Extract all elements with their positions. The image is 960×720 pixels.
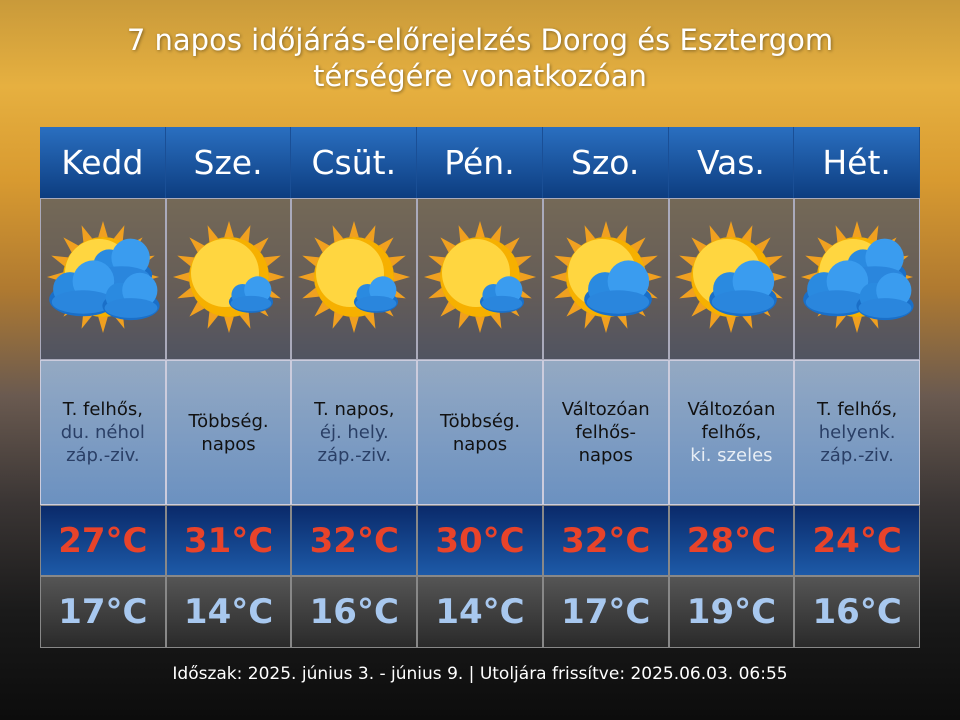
day-header: Hét. bbox=[794, 127, 920, 198]
description-line: Változóan bbox=[687, 399, 776, 420]
description-line: záp.-ziv. bbox=[66, 445, 140, 466]
partly-cloudy-icon bbox=[546, 217, 666, 341]
weather-icon-cell bbox=[165, 198, 292, 360]
title-line-1: 7 napos időjárás-előrejelzés Dorog és Es… bbox=[126, 23, 834, 57]
high-temperature: 32°C bbox=[291, 505, 418, 576]
mostly-sunny-icon bbox=[169, 217, 289, 341]
description-line: záp.-ziv. bbox=[820, 445, 894, 466]
day-header: Vas. bbox=[668, 127, 795, 198]
description-line: éj. hely. bbox=[319, 422, 389, 443]
description-line: záp.-ziv. bbox=[317, 445, 392, 466]
low-temperature: 19°C bbox=[668, 576, 795, 648]
weather-description: T. felhős, du. néhol záp.-ziv. bbox=[40, 360, 166, 505]
description-line: Többség. bbox=[439, 410, 521, 432]
title-line-2: térségére vonatkozóan bbox=[313, 59, 647, 93]
description-line: napos bbox=[201, 433, 256, 455]
low-temperature: 16°C bbox=[291, 576, 418, 648]
weather-icon-cell bbox=[291, 198, 418, 360]
weather-description: Többség. napos bbox=[165, 360, 292, 505]
low-temperature: 17°C bbox=[40, 576, 166, 648]
high-temperature: 27°C bbox=[40, 505, 166, 576]
low-temperature: 14°C bbox=[165, 576, 292, 648]
description-line: felhős- bbox=[575, 422, 637, 443]
weather-description: Többség. napos bbox=[417, 360, 543, 505]
high-temperature: 28°C bbox=[668, 505, 795, 576]
weather-description: T. napos, éj. hely. záp.-ziv. bbox=[291, 360, 418, 505]
page-title: 7 napos időjárás-előrejelzés Dorog és Es… bbox=[0, 22, 960, 94]
description-line: Változóan bbox=[561, 399, 650, 420]
mostly-sunny-icon bbox=[294, 217, 414, 341]
weather-description: T. felhős, helyenk. záp.-ziv. bbox=[794, 360, 920, 505]
weather-icon-cell bbox=[794, 198, 920, 360]
description-line: T. felhős, bbox=[817, 399, 898, 420]
cloudy-sun-icon bbox=[43, 217, 163, 341]
weather-icon-cell bbox=[417, 198, 543, 360]
day-header: Sze. bbox=[165, 127, 292, 198]
weather-description: Változóan felhős-napos bbox=[542, 360, 669, 505]
description-line: napos bbox=[452, 433, 508, 455]
description-line: helyenk. bbox=[818, 422, 896, 443]
footer-period-updated: Időszak: 2025. június 3. - június 9. | U… bbox=[172, 664, 788, 684]
cloudy-sun-icon bbox=[797, 217, 917, 341]
forecast-table: Kedd Sze. Csüt. Pén. Szo. Vas. Hét. T. felhős, d… bbox=[40, 127, 920, 648]
description-line: ki. szeles bbox=[690, 445, 773, 466]
low-temperature: 14°C bbox=[417, 576, 543, 648]
high-temperature: 24°C bbox=[794, 505, 920, 576]
day-header: Pén. bbox=[417, 127, 543, 198]
partly-cloudy-icon bbox=[671, 217, 791, 341]
low-temperature: 16°C bbox=[794, 576, 920, 648]
low-temperature: 17°C bbox=[542, 576, 669, 648]
high-temperature: 32°C bbox=[542, 505, 669, 576]
weather-description: Változóan felhős, ki. szeles bbox=[668, 360, 795, 505]
high-temperature: 31°C bbox=[165, 505, 292, 576]
weather-icon-cell bbox=[668, 198, 795, 360]
day-header: Kedd bbox=[40, 127, 166, 198]
high-temperature: 30°C bbox=[417, 505, 543, 576]
weather-icon-cell bbox=[542, 198, 669, 360]
description-line: Többség. bbox=[188, 410, 269, 432]
description-line: du. néhol bbox=[60, 422, 145, 443]
description-line: T. napos, bbox=[314, 399, 395, 420]
day-header: Szo. bbox=[542, 127, 669, 198]
weather-icon-cell bbox=[40, 198, 166, 360]
mostly-sunny-icon bbox=[420, 217, 540, 341]
day-header: Csüt. bbox=[291, 127, 418, 198]
description-line: napos bbox=[578, 445, 633, 466]
description-line: felhős, bbox=[701, 422, 762, 443]
description-line: T. felhős, bbox=[62, 399, 143, 420]
